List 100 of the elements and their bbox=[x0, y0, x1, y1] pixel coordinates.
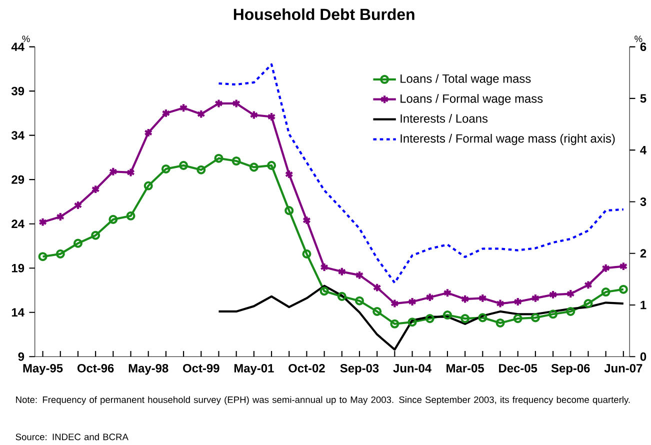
y-axis-title: % bbox=[22, 36, 30, 42]
point bbox=[513, 314, 522, 324]
point bbox=[91, 184, 100, 194]
point bbox=[355, 270, 364, 280]
x-tick-label: Sep-03 bbox=[340, 364, 379, 375]
point bbox=[108, 167, 118, 177]
point bbox=[548, 310, 558, 319]
y2-tick-label: 3 bbox=[640, 198, 646, 206]
point bbox=[602, 264, 610, 274]
point bbox=[266, 161, 276, 170]
point bbox=[496, 298, 505, 308]
source-note: Source: INDEC and BCRA bbox=[16, 434, 128, 440]
x-tick-label: May-01 bbox=[234, 364, 274, 375]
legend-label: Loans / Total wage mass bbox=[400, 74, 531, 86]
legend-label: Interests / Loans bbox=[400, 114, 488, 123]
point bbox=[126, 168, 136, 178]
point bbox=[179, 161, 188, 170]
point bbox=[56, 250, 65, 259]
point bbox=[74, 200, 82, 210]
x-tick-label: May-98 bbox=[128, 364, 168, 375]
point bbox=[196, 109, 206, 120]
point bbox=[443, 288, 452, 298]
point bbox=[232, 98, 241, 108]
point bbox=[372, 282, 382, 293]
point bbox=[478, 294, 487, 304]
point bbox=[250, 110, 258, 120]
point bbox=[426, 292, 434, 302]
point bbox=[460, 314, 470, 324]
text: Note: Frequency of permanent household survey (EPH) was semi-annual up to May 2003. Since September 2003, its frequency become quarterly. bbox=[16, 396, 630, 406]
point bbox=[425, 314, 434, 324]
y2-tick-label: 1 bbox=[640, 301, 646, 310]
point bbox=[302, 216, 311, 226]
point bbox=[302, 250, 312, 259]
y2-tick-label: 6 bbox=[640, 42, 646, 52]
y-tick-label: 44 bbox=[11, 42, 24, 52]
point bbox=[408, 297, 417, 307]
y-tick-label: 9 bbox=[18, 352, 24, 362]
point bbox=[320, 286, 329, 296]
point bbox=[56, 212, 65, 222]
y2-tick-label: 5 bbox=[640, 94, 646, 103]
point bbox=[284, 170, 294, 180]
point bbox=[496, 318, 505, 328]
y2-tick-label: 0 bbox=[640, 352, 646, 362]
x-tick-label: Oct-99 bbox=[183, 364, 220, 373]
point bbox=[161, 164, 170, 174]
point bbox=[566, 307, 576, 316]
x-tick-label: Oct-96 bbox=[77, 364, 114, 373]
point bbox=[284, 206, 294, 216]
y-tick-label: 14 bbox=[12, 308, 24, 317]
legend-label: Interests / Formal wage mass (right axis) bbox=[400, 134, 615, 146]
point bbox=[267, 112, 276, 122]
point bbox=[390, 320, 400, 329]
x-tick-label: Sep-06 bbox=[551, 364, 590, 375]
point bbox=[337, 292, 346, 302]
point bbox=[460, 294, 470, 304]
point bbox=[372, 307, 382, 316]
point bbox=[320, 262, 329, 272]
point bbox=[91, 231, 100, 240]
point bbox=[179, 103, 188, 113]
point bbox=[390, 298, 399, 308]
y2-axis-title: % bbox=[634, 36, 642, 42]
point bbox=[162, 108, 170, 118]
point bbox=[530, 313, 540, 322]
point bbox=[214, 98, 224, 108]
chart-title: Household Debt Burden bbox=[234, 8, 414, 20]
point bbox=[584, 280, 593, 290]
point bbox=[354, 296, 364, 306]
point bbox=[144, 128, 153, 138]
x-tick-label: May-95 bbox=[23, 364, 63, 375]
y2-tick-label: 4 bbox=[640, 146, 647, 154]
y-tick-label: 24 bbox=[12, 220, 24, 228]
x-tick-label: Jun-07 bbox=[604, 364, 642, 373]
point bbox=[478, 313, 488, 322]
x-tick-label: Oct-02 bbox=[288, 364, 325, 373]
y-tick-label: 39 bbox=[11, 87, 24, 96]
x-tick-label: Jun-04 bbox=[393, 364, 432, 373]
point bbox=[126, 212, 136, 221]
y-tick-label: 19 bbox=[12, 264, 24, 273]
point bbox=[566, 289, 575, 299]
point bbox=[232, 156, 241, 166]
point bbox=[514, 297, 522, 307]
line-series bbox=[218, 64, 624, 284]
y-tick-label: 29 bbox=[12, 176, 24, 184]
point bbox=[442, 310, 452, 320]
point bbox=[584, 299, 593, 308]
x-tick-label: Mar-05 bbox=[446, 364, 484, 373]
point bbox=[338, 267, 346, 277]
point bbox=[196, 166, 206, 175]
y2-tick-label: 2 bbox=[640, 249, 646, 258]
point bbox=[548, 290, 558, 300]
legend-label: Loans / Formal wage mass bbox=[400, 94, 543, 106]
point bbox=[108, 215, 118, 224]
y-tick-label: 34 bbox=[11, 131, 24, 140]
point bbox=[408, 318, 417, 327]
point bbox=[144, 181, 153, 190]
point bbox=[601, 288, 610, 297]
point bbox=[531, 294, 540, 304]
point bbox=[214, 154, 224, 164]
x-tick-label: Dec-05 bbox=[499, 364, 538, 373]
point bbox=[73, 238, 82, 248]
